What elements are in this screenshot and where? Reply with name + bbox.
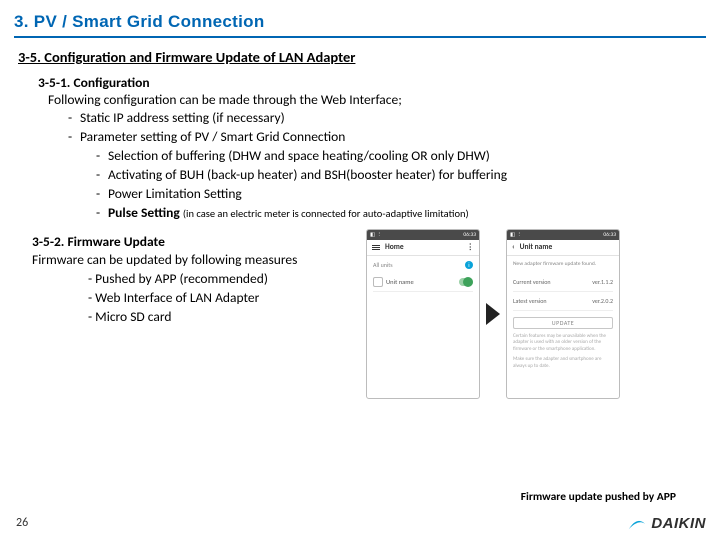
version-row: Current version ver.1.1.2: [513, 273, 613, 292]
firmware-row: 3-5-2. Firmware Update Firmware can be u…: [0, 233, 720, 399]
firmware-method: - Pushed by APP (recommended): [32, 270, 362, 289]
update-note: New adapter firmware update found.: [513, 261, 613, 267]
unit-row: Unit name: [373, 273, 473, 292]
page-number: 26: [16, 516, 28, 530]
config-bullet: Static IP address setting (if necessary): [0, 109, 720, 128]
pulse-note: (in case an electric meter is connected …: [183, 207, 469, 220]
phone-statusbar: ◧ ⋮ 06:33: [507, 230, 619, 240]
config-intro: Following configuration can be made thro…: [0, 91, 720, 109]
phone-update: ◧ ⋮ 06:33 ‹ Unit name New adapter firmwa…: [506, 229, 620, 399]
hamburger-icon: [372, 244, 380, 251]
current-value: ver.1.1.2: [592, 278, 613, 286]
firmware-intro: Firmware can be updated by following mea…: [32, 251, 362, 270]
version-row: Latest version ver.2.0.2: [513, 292, 613, 311]
brand-text: DAIKIN: [651, 515, 706, 532]
phone-body: New adapter firmware update found. Curre…: [507, 256, 619, 375]
unit-left: Unit name: [373, 277, 414, 287]
firmware-method: - Micro SD card: [32, 308, 362, 327]
kebab-icon: ⋮: [467, 242, 475, 252]
update-para: Certain features may be unavailable when…: [513, 333, 613, 353]
config-bullet: Parameter setting of PV / Smart Grid Con…: [0, 128, 720, 147]
daikin-swoosh-icon: [628, 517, 646, 531]
firmware-method: - Web Interface of LAN Adapter: [32, 289, 362, 308]
back-icon: ‹: [512, 243, 515, 252]
status-time: 06:33: [463, 232, 476, 238]
firmware-title: 3-5-2. Firmware Update: [32, 233, 362, 252]
pulse-bold: Pulse Setting: [108, 204, 180, 221]
section-title: 3-5. Configuration and Firmware Update o…: [0, 46, 720, 74]
phone-statusbar: ◧ ⋮ 06:33: [367, 230, 479, 240]
status-icons: ◧ ⋮: [510, 232, 522, 238]
all-units-label: All units: [373, 261, 393, 269]
phone-home: ◧ ⋮ 06:33 Home ⋮ All units i Unit name: [366, 229, 480, 399]
firmware-text: 3-5-2. Firmware Update Firmware can be u…: [32, 233, 362, 399]
arrow-right-icon: [486, 303, 500, 325]
config-subbullet: Activating of BUH (back-up heater) and B…: [0, 166, 720, 185]
phone-body: All units i Unit name: [367, 256, 479, 297]
latest-label: Latest version: [513, 297, 547, 305]
figure-caption: Firmware update pushed by APP: [521, 490, 676, 504]
phone-appbar: Home ⋮: [367, 240, 479, 256]
update-para: Make sure the adapter and smartphone are…: [513, 356, 613, 369]
latest-value: ver.2.0.2: [592, 297, 613, 305]
status-icons: ◧ ⋮: [370, 232, 382, 238]
config-subbullet: Power Limitation Setting: [0, 185, 720, 204]
config-title: 3-5-1. Configuration: [0, 74, 720, 91]
page-title: 3. PV / Smart Grid Connection: [0, 0, 720, 36]
info-icon: i: [465, 261, 473, 269]
config-subbullet: Pulse Setting (in case an electric meter…: [0, 204, 720, 223]
current-label: Current version: [513, 278, 551, 286]
unit-name: Unit name: [386, 278, 414, 286]
appbar-title: Home: [385, 243, 404, 252]
phone-mockups: ◧ ⋮ 06:33 Home ⋮ All units i Unit name: [366, 229, 620, 399]
phone-appbar: ‹ Unit name: [507, 240, 619, 256]
all-units-row: All units i: [373, 261, 473, 269]
status-time: 06:33: [603, 232, 616, 238]
unit-toggle: [459, 278, 473, 286]
appbar-title: Unit name: [520, 243, 553, 252]
title-underline: [14, 36, 706, 38]
brand-logo: DAIKIN: [628, 515, 706, 532]
config-subbullet: Selection of buffering (DHW and space he…: [0, 147, 720, 166]
update-button: UPDATE: [513, 317, 613, 329]
unit-icon: [373, 277, 383, 287]
